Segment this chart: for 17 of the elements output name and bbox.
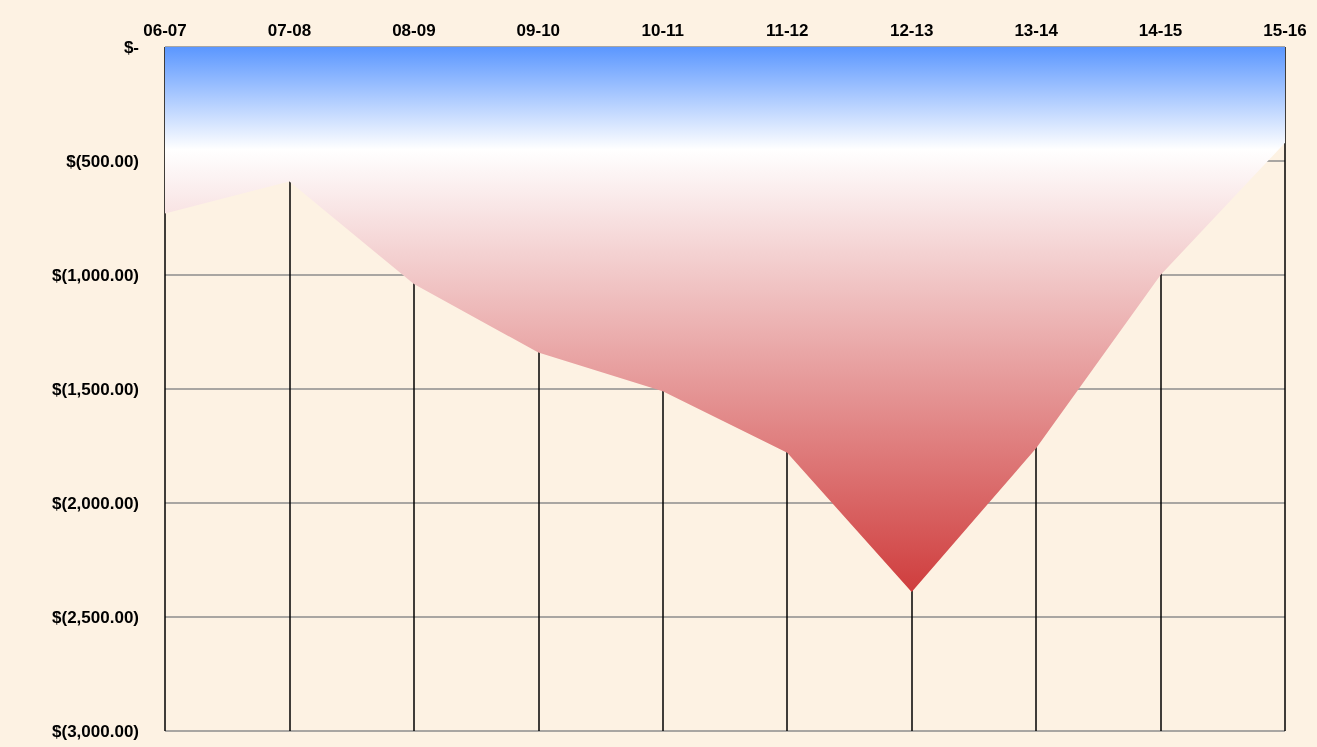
y-tick-label: $(1,500.00): [52, 379, 139, 399]
y-tick-label: $(1,000.00): [52, 265, 139, 285]
y-tick-label: $(2,500.00): [52, 607, 139, 627]
x-tick-label: 09-10: [516, 21, 561, 40]
x-tick-label: 13-14: [1014, 21, 1059, 40]
x-tick-label: 06-07: [143, 21, 187, 40]
x-tick-label: 10-11: [641, 21, 685, 40]
x-tick-label: 07-08: [267, 21, 312, 40]
x-tick-label: 12-13: [889, 21, 934, 40]
x-tick-label: 14-15: [1138, 21, 1183, 40]
y-tick-label: $(3,000.00): [52, 721, 139, 741]
y-tick-label: $-: [123, 37, 139, 57]
x-tick-label: 08-09: [392, 21, 436, 40]
y-tick-label: $(500.00): [66, 151, 139, 171]
x-tick-label: 11-12: [765, 21, 809, 40]
y-tick-label: $(2,000.00): [52, 493, 139, 513]
x-tick-label: 15-16: [1263, 21, 1307, 40]
